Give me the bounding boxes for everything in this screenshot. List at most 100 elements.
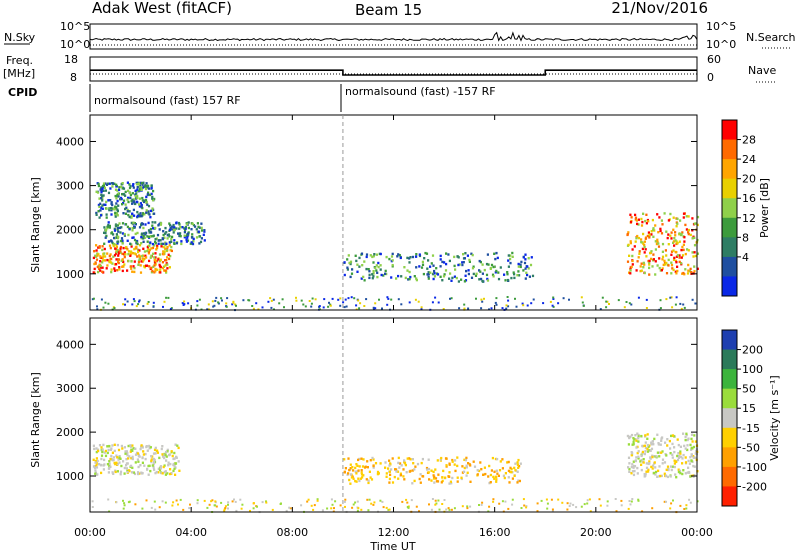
echo-pixel xyxy=(652,253,655,256)
echo-pixel xyxy=(149,446,152,449)
echo-pixel xyxy=(517,458,520,462)
echo-pixel xyxy=(362,275,365,279)
echo-pixel xyxy=(152,452,156,455)
echo-pixel xyxy=(100,463,103,467)
echo-pixel xyxy=(147,250,151,254)
echo-pixel xyxy=(418,265,421,268)
ground-scatter-pixel xyxy=(196,304,199,307)
echo-pixel xyxy=(139,214,142,217)
echo-pixel xyxy=(493,252,496,255)
echo-pixel xyxy=(451,460,454,463)
ground-scatter-pixel xyxy=(400,303,403,306)
echo-pixel xyxy=(100,457,103,461)
echo-pixel xyxy=(93,466,97,470)
ground-scatter-pixel xyxy=(580,505,583,508)
ground-scatter-pixel xyxy=(318,305,321,308)
echo-pixel xyxy=(158,260,161,263)
echo-pixel xyxy=(108,224,111,228)
velocity-scatter-data xyxy=(91,432,699,514)
echo-pixel xyxy=(142,200,146,204)
echo-pixel xyxy=(150,186,153,189)
echo-pixel xyxy=(146,193,149,196)
ground-scatter-pixel xyxy=(417,300,420,303)
echo-pixel xyxy=(156,268,159,271)
echo-pixel xyxy=(108,260,111,264)
echo-pixel xyxy=(636,451,639,455)
ground-scatter-pixel xyxy=(601,296,604,299)
echo-pixel xyxy=(365,255,368,259)
echo-pixel xyxy=(146,249,149,253)
echo-pixel xyxy=(173,451,176,455)
echo-pixel xyxy=(466,254,469,257)
echo-pixel xyxy=(127,259,130,263)
echo-pixel xyxy=(137,250,140,254)
ground-scatter-pixel xyxy=(329,303,332,306)
echo-pixel xyxy=(349,275,352,279)
echo-pixel xyxy=(112,458,115,462)
echo-pixel xyxy=(669,452,672,455)
echo-pixel xyxy=(638,250,641,253)
echo-pixel xyxy=(645,466,649,470)
echo-pixel xyxy=(177,460,180,463)
echo-pixel xyxy=(97,246,100,249)
echo-pixel xyxy=(492,275,495,278)
ground-scatter-pixel xyxy=(434,503,437,506)
colorbar-tick-label: 12 xyxy=(742,212,756,225)
echo-pixel xyxy=(164,264,167,267)
echo-pixel xyxy=(491,273,495,276)
echo-pixel xyxy=(162,455,165,458)
echo-pixel xyxy=(132,265,135,268)
echo-pixel xyxy=(152,189,155,193)
echo-pixel xyxy=(399,256,402,260)
echo-pixel xyxy=(116,214,119,217)
power-colorbar-label: Power [dB] xyxy=(758,178,771,238)
ground-scatter-pixel xyxy=(247,299,250,302)
echo-pixel xyxy=(173,242,176,245)
echo-pixel xyxy=(121,203,124,206)
echo-pixel xyxy=(105,228,108,232)
echo-pixel xyxy=(124,223,128,226)
echo-pixel xyxy=(430,262,433,265)
echo-pixel xyxy=(655,470,658,474)
echo-pixel xyxy=(418,254,422,258)
echo-pixel xyxy=(180,240,183,243)
echo-pixel xyxy=(139,447,142,451)
echo-pixel xyxy=(657,231,660,234)
echo-pixel xyxy=(631,443,634,446)
echo-pixel xyxy=(517,479,520,482)
ground-scatter-pixel xyxy=(532,298,535,301)
echo-pixel xyxy=(142,450,145,453)
echo-pixel xyxy=(686,471,689,474)
echo-pixel xyxy=(640,468,643,472)
ground-scatter-pixel xyxy=(685,507,688,510)
echo-pixel xyxy=(694,452,697,455)
echo-pixel xyxy=(120,239,123,243)
ground-scatter-pixel xyxy=(107,302,110,305)
echo-pixel xyxy=(115,250,118,254)
echo-pixel xyxy=(507,469,510,473)
echo-pixel xyxy=(642,266,645,269)
echo-pixel xyxy=(397,456,400,460)
echo-pixel xyxy=(126,198,129,201)
echo-pixel xyxy=(140,186,143,189)
echo-pixel xyxy=(361,264,364,267)
echo-pixel xyxy=(184,225,187,229)
echo-pixel xyxy=(377,261,380,265)
echo-pixel xyxy=(418,253,421,256)
ground-scatter-pixel xyxy=(300,299,303,302)
echo-pixel xyxy=(98,245,101,248)
ground-scatter-pixel xyxy=(378,298,380,301)
echo-pixel xyxy=(492,475,495,479)
echo-pixel xyxy=(162,233,165,237)
echo-pixel xyxy=(118,266,121,269)
echo-pixel xyxy=(99,202,102,205)
ground-scatter-pixel xyxy=(670,296,673,299)
ground-scatter-pixel xyxy=(523,504,526,507)
echo-pixel xyxy=(695,222,698,225)
ground-scatter-pixel xyxy=(525,505,528,508)
echo-pixel xyxy=(491,456,494,460)
echo-pixel xyxy=(455,276,458,280)
echo-pixel xyxy=(384,269,387,273)
ground-scatter-pixel xyxy=(235,509,238,512)
echo-pixel xyxy=(146,186,149,189)
